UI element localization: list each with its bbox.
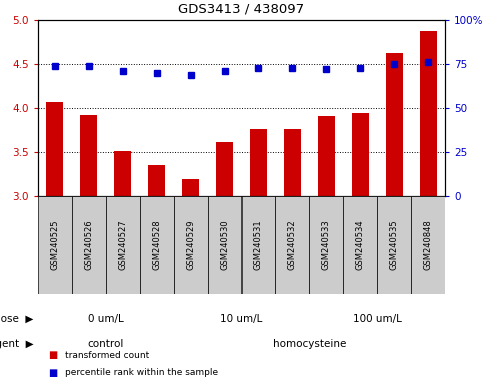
Text: GSM240528: GSM240528 (152, 220, 161, 270)
Text: GSM240526: GSM240526 (85, 220, 93, 270)
Text: homocysteine: homocysteine (272, 339, 346, 349)
Text: GSM240529: GSM240529 (186, 220, 195, 270)
Text: 0 um/L: 0 um/L (88, 314, 124, 324)
Bar (420, 31, 437, 196)
Bar (242, 196, 275, 294)
Bar (343, 196, 377, 294)
Bar (46, 102, 63, 196)
Text: 100 um/L: 100 um/L (353, 314, 401, 324)
Text: percentile rank within the sample: percentile rank within the sample (65, 368, 218, 377)
Text: GDS3413 / 438097: GDS3413 / 438097 (178, 3, 305, 16)
Bar (284, 129, 301, 196)
Text: control: control (87, 339, 124, 349)
Text: transformed count: transformed count (65, 351, 149, 360)
Bar (80, 115, 98, 196)
Text: GSM240532: GSM240532 (288, 220, 297, 270)
Text: GSM240535: GSM240535 (390, 220, 398, 270)
Text: GSM240525: GSM240525 (50, 220, 59, 270)
Bar (106, 196, 140, 294)
Bar (352, 113, 369, 196)
Bar (114, 151, 131, 196)
Bar (309, 196, 343, 294)
Text: GSM240531: GSM240531 (254, 220, 263, 270)
Text: GSM240530: GSM240530 (220, 220, 229, 270)
Bar (377, 196, 411, 294)
Text: dose  ▶: dose ▶ (0, 314, 33, 324)
Bar (140, 196, 174, 294)
Bar (216, 142, 233, 196)
Bar (411, 196, 445, 294)
Bar (275, 196, 309, 294)
Bar (72, 196, 106, 294)
Text: ■: ■ (48, 350, 57, 360)
Bar (318, 116, 335, 196)
Bar (208, 196, 242, 294)
Text: GSM240527: GSM240527 (118, 220, 128, 270)
Text: 10 um/L: 10 um/L (220, 314, 263, 324)
Text: GSM240534: GSM240534 (355, 220, 365, 270)
Text: ■: ■ (48, 368, 57, 378)
Bar (174, 196, 208, 294)
Bar (182, 179, 199, 196)
Bar (385, 53, 403, 196)
Text: GSM240533: GSM240533 (322, 220, 331, 270)
Text: GSM240848: GSM240848 (424, 220, 433, 270)
Bar (250, 129, 267, 196)
Text: agent  ▶: agent ▶ (0, 339, 33, 349)
Bar (148, 165, 165, 196)
Bar (38, 196, 72, 294)
